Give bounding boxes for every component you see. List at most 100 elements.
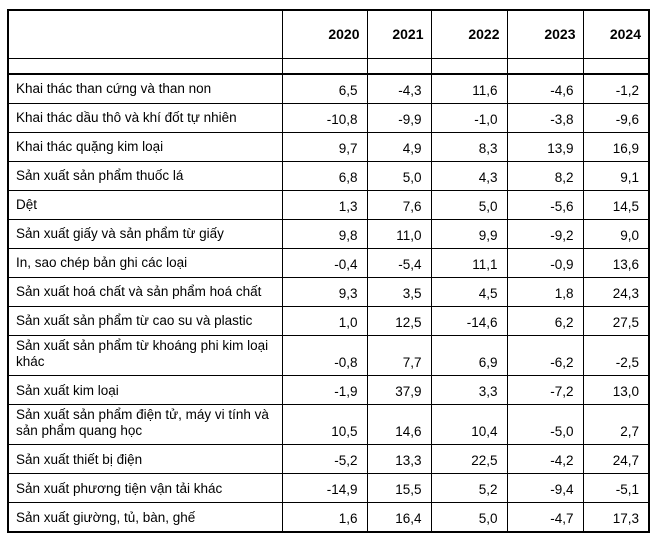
value-cell: -10,8 [281, 102, 368, 133]
row-label: In, sao chép bản ghi các loại [7, 247, 283, 278]
value-cell: -9,4 [506, 473, 584, 504]
value-cell: 11,6 [430, 73, 508, 104]
row-label: Sản xuất sản phẩm điện tử, máy vi tính v… [7, 403, 283, 446]
table-body: Khai thác than cứng và than non 6,5 -4,3 11… [7, 73, 650, 533]
value-cell: 3,3 [430, 374, 508, 405]
spacer-cell [582, 57, 650, 75]
value-cell: -4,3 [366, 73, 432, 104]
value-cell: 9,1 [582, 160, 650, 191]
value-cell: 6,9 [430, 334, 508, 376]
table-row: Sản xuất thiết bị điện -5,2 13,3 22,5 -4,2 24… [7, 444, 650, 475]
value-cell: 5,0 [366, 160, 432, 191]
value-cell: 24,3 [582, 276, 650, 307]
value-cell: 17,3 [582, 502, 650, 533]
value-cell: 5,0 [430, 189, 508, 220]
value-cell: 5,0 [430, 502, 508, 533]
value-cell: 13,9 [506, 131, 584, 162]
value-cell: -7,2 [506, 374, 584, 405]
value-cell: 9,3 [281, 276, 368, 307]
value-cell: -0,8 [281, 334, 368, 376]
table-row: Sản xuất kim loại -1,9 37,9 3,3 -7,2 13,0 [7, 374, 650, 405]
value-cell: -14,9 [281, 473, 368, 504]
value-cell: 6,5 [281, 73, 368, 104]
value-cell: 7,7 [366, 334, 432, 376]
spacer-cell [7, 57, 283, 75]
value-cell: 27,5 [582, 305, 650, 336]
table-row: Sản xuất giường, tủ, bàn, ghế 1,6 16,4 5,0-… [7, 502, 650, 533]
value-cell: 13,0 [582, 374, 650, 405]
row-label: Sản xuất sản phẩm từ khoáng phi kim loại… [7, 334, 283, 376]
value-cell: -1,9 [281, 374, 368, 405]
year-header-row: 2020 2021 2022 2023 2024 [7, 9, 650, 59]
value-cell: 12,5 [366, 305, 432, 336]
row-label: Sản xuất hoá chất và sản phẩm hoá chất [7, 276, 283, 307]
production-index-table: 2020 2021 2022 2023 2024 Khai thác than cứng… [7, 9, 650, 533]
value-cell: 11,0 [366, 218, 432, 249]
table-row: Khai thác dầu thô và khí đốt tự nhiên -10… [7, 102, 650, 133]
value-cell: 9,8 [281, 218, 368, 249]
value-cell: -5,2 [281, 444, 368, 475]
value-cell: 37,9 [366, 374, 432, 405]
value-cell: -1,2 [582, 73, 650, 104]
year-column-header: 2022 [430, 9, 508, 59]
table-row: Sản xuất hoá chất và sản phẩm hoá chất 9,… [7, 276, 650, 307]
table-row: Khai thác quặng kim loại 9,7 4,9 8,3 13,9 16,… [7, 131, 650, 162]
value-cell: 1,6 [281, 502, 368, 533]
year-column-header: 2024 [582, 9, 650, 59]
value-cell: 16,4 [366, 502, 432, 533]
value-cell: 9,7 [281, 131, 368, 162]
spacer-cell [366, 57, 432, 75]
value-cell: 22,5 [430, 444, 508, 475]
year-column-header: 2023 [506, 9, 584, 59]
value-cell: 11,1 [430, 247, 508, 278]
value-cell: -5,6 [506, 189, 584, 220]
value-cell: 13,3 [366, 444, 432, 475]
table-row: Sản xuất sản phẩm từ khoáng phi kim loại… [7, 334, 650, 376]
value-cell: 5,2 [430, 473, 508, 504]
value-cell: -14,6 [430, 305, 508, 336]
table-row: Sản xuất sản phẩm thuốc lá 6,8 5,0 4,3 8,2 9,… [7, 160, 650, 191]
value-cell: -1,0 [430, 102, 508, 133]
value-cell: -0,4 [281, 247, 368, 278]
value-cell: -0,9 [506, 247, 584, 278]
value-cell: 10,5 [281, 403, 368, 446]
value-cell: -9,6 [582, 102, 650, 133]
table-row: Sản xuất sản phẩm điện tử, máy vi tính v… [7, 403, 650, 446]
row-label: Sản xuất kim loại [7, 374, 283, 405]
spacer-cell [430, 57, 508, 75]
value-cell: -6,2 [506, 334, 584, 376]
value-cell: 1,8 [506, 276, 584, 307]
year-column-header: 2020 [281, 9, 368, 59]
value-cell: -5,4 [366, 247, 432, 278]
value-cell: 1,0 [281, 305, 368, 336]
value-cell: 2,7 [582, 403, 650, 446]
value-cell: 13,6 [582, 247, 650, 278]
value-cell: 4,5 [430, 276, 508, 307]
table-row: Sản xuất sản phẩm từ cao su và plastic 1,… [7, 305, 650, 336]
table-row: Dệt 1,3 7,6 5,0 -5,6 14,5 [7, 189, 650, 220]
value-cell: 9,9 [430, 218, 508, 249]
value-cell: -4,6 [506, 73, 584, 104]
value-cell: 15,5 [366, 473, 432, 504]
row-label: Khai thác than cứng và than non [7, 73, 283, 104]
spacer-row [7, 57, 650, 75]
value-cell: 8,3 [430, 131, 508, 162]
value-cell: -3,8 [506, 102, 584, 133]
row-label: Sản xuất phương tiện vận tải khác [7, 473, 283, 504]
value-cell: 1,3 [281, 189, 368, 220]
spacer-cell [281, 57, 368, 75]
empty-corner-cell [7, 9, 283, 59]
value-cell: -5,0 [506, 403, 584, 446]
table-row: Sản xuất phương tiện vận tải khác -14,9 15… [7, 473, 650, 504]
spacer-cell [506, 57, 584, 75]
row-label: Khai thác dầu thô và khí đốt tự nhiên [7, 102, 283, 133]
value-cell: -2,5 [582, 334, 650, 376]
row-label: Sản xuất giường, tủ, bàn, ghế [7, 502, 283, 533]
value-cell: 14,6 [366, 403, 432, 446]
value-cell: 16,9 [582, 131, 650, 162]
value-cell: -9,2 [506, 218, 584, 249]
table-row: Khai thác than cứng và than non 6,5 -4,3 11… [7, 73, 650, 104]
value-cell: 6,2 [506, 305, 584, 336]
value-cell: 7,6 [366, 189, 432, 220]
